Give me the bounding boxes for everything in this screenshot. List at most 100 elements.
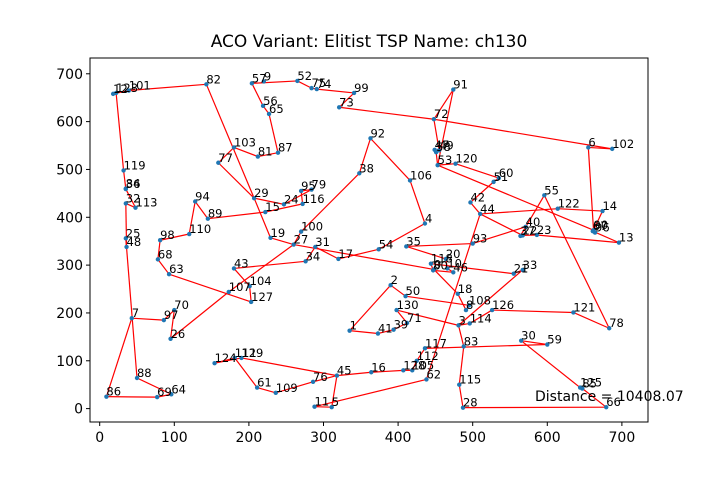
tour-segment [316, 88, 355, 94]
tour-segment [458, 269, 524, 326]
tour-segment [275, 381, 314, 394]
tour-segment [405, 295, 470, 306]
city-point [518, 233, 523, 239]
x-tick-label: 200 [236, 430, 263, 446]
tour-segment [520, 340, 581, 389]
city-label: 98 [160, 228, 175, 242]
city-point [123, 201, 129, 206]
city-point [169, 392, 174, 397]
city-label: 33 [523, 258, 538, 272]
tour-segment [437, 164, 594, 231]
city-label: 29 [254, 186, 269, 200]
city-label: 118 [431, 252, 453, 266]
city-point [511, 271, 516, 276]
x-tick-label: 600 [534, 430, 561, 446]
city-label: 84 [126, 177, 141, 191]
city-label: 13 [619, 231, 634, 245]
city-point [431, 117, 437, 122]
city-point [281, 202, 287, 207]
city-label: 68 [158, 247, 173, 261]
city-label: 92 [370, 126, 385, 140]
city-label: 24 [284, 192, 299, 206]
city-label: 42 [470, 190, 485, 204]
city-point [455, 291, 460, 297]
city-point [435, 162, 440, 168]
city-label: 59 [547, 333, 562, 347]
city-label: 63 [169, 262, 184, 276]
city-point [275, 150, 281, 155]
city-label: 14 [602, 199, 617, 213]
city-point [300, 201, 305, 207]
city-point [600, 208, 605, 214]
city-point [263, 209, 268, 215]
city-point [261, 79, 267, 84]
city-label: 27 [294, 233, 309, 247]
city-label: 85 [582, 377, 597, 391]
tour-segment [122, 170, 127, 189]
tour-segment [437, 89, 454, 166]
city-label: 34 [306, 249, 321, 263]
city-point [266, 111, 272, 117]
tour-segment [163, 309, 175, 321]
tour-segment [393, 322, 408, 331]
city-label: 40 [526, 215, 541, 229]
city-point [491, 179, 496, 185]
tour-segment [300, 172, 360, 233]
axes-frame [89, 57, 649, 423]
city-label: 20 [446, 247, 461, 261]
tour-segment [253, 197, 272, 239]
tour-segment [234, 357, 258, 388]
city-point [298, 229, 304, 234]
tour-segment [416, 348, 426, 362]
city-point [232, 355, 237, 361]
city-label: 15 [265, 200, 280, 214]
city-label: 69 [157, 385, 172, 399]
city-point [129, 316, 134, 321]
city-label: 128 [403, 358, 425, 372]
x-tick-label: 0 [95, 430, 104, 446]
tour-segment [125, 188, 137, 208]
city-label: 55 [544, 183, 559, 197]
city-label: 127 [251, 290, 273, 304]
city-point [313, 244, 318, 250]
city-label: 104 [250, 274, 272, 288]
city-point [155, 257, 161, 262]
city-point [489, 307, 495, 313]
city-point [451, 87, 456, 92]
city-label: 4 [425, 211, 432, 225]
city-point [496, 175, 502, 181]
city-label: 32 [126, 191, 141, 205]
tour-segment [168, 273, 252, 303]
chart-title: ACO Variant: Elitist TSP Name: ch130 [211, 32, 528, 52]
city-point [520, 267, 525, 273]
city-point [369, 370, 374, 375]
city-point [466, 303, 472, 308]
city-label: 67 [593, 219, 608, 233]
city-point [545, 342, 550, 347]
city-point [460, 405, 466, 410]
city-label: 121 [573, 300, 595, 314]
city-point [126, 88, 131, 93]
city-label: 26 [171, 327, 186, 341]
tour-segment [433, 89, 454, 120]
y-tick-label: 0 [74, 402, 83, 418]
tour-segment [157, 240, 161, 260]
city-label: 94 [195, 189, 210, 203]
city-label: 120 [456, 152, 478, 166]
tour-segment [587, 147, 595, 231]
city-label: 95 [301, 179, 316, 193]
city-label: 39 [394, 318, 409, 332]
city-label: 64 [171, 382, 186, 396]
city-label: 91 [453, 78, 468, 92]
tour-segment [573, 311, 610, 329]
city-label: 50 [406, 284, 421, 298]
city-label: 73 [339, 95, 354, 109]
city-label: 38 [359, 161, 374, 175]
city-point [357, 171, 362, 176]
city-points [104, 78, 622, 410]
city-label: 79 [312, 178, 327, 192]
city-point [124, 244, 129, 250]
city-label: 6 [588, 135, 595, 149]
